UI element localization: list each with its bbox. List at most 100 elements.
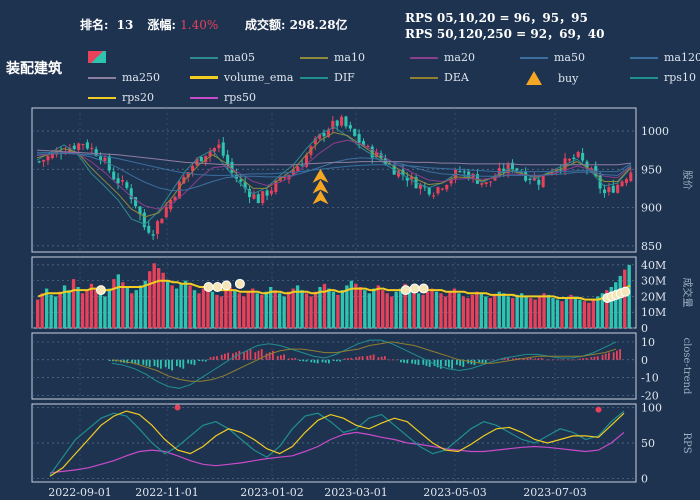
macd-hist-bar: [608, 352, 610, 360]
legend-item-ma20: ma20: [410, 51, 475, 64]
volume-bar: [591, 299, 596, 328]
volume-bar: [219, 296, 224, 328]
legend-line-icon: [300, 76, 328, 79]
volume-bar: [156, 268, 161, 328]
price-tick-label: 950: [641, 163, 662, 176]
macd-hist-bar: [590, 357, 593, 360]
candle-body: [524, 171, 528, 181]
candle-body: [256, 194, 260, 204]
candle-body: [611, 185, 615, 193]
macd-hist-bar: [164, 359, 167, 368]
candle-body: [248, 189, 252, 198]
volume-highlight-point: [221, 280, 232, 291]
macd-hist-bar: [540, 357, 543, 360]
candle-body: [151, 234, 155, 236]
volume-highlight-point: [620, 286, 631, 297]
volume-bar: [452, 288, 457, 328]
macd-hist-bar: [361, 356, 364, 360]
x-tick-label: 2023-07-03: [523, 486, 586, 499]
macd-hist-bar: [193, 359, 196, 366]
volume-bar: [614, 282, 618, 328]
macd-hist-bar: [324, 359, 327, 363]
volume-bar: [36, 299, 40, 328]
candle-body: [226, 154, 230, 165]
candle-body: [147, 225, 151, 233]
candle-body: [528, 178, 532, 180]
macd-hist-bar: [526, 358, 529, 360]
volume-bar: [560, 301, 564, 328]
volume-bar: [394, 291, 398, 328]
candle-body: [436, 187, 440, 194]
candle-body: [50, 153, 54, 159]
volume-bar: [246, 291, 250, 328]
volume-bar: [493, 294, 497, 328]
legend-label: ma20: [444, 51, 475, 64]
legend-label: volume_ema: [224, 71, 294, 84]
macd-dea-line: [111, 341, 617, 382]
legend-item-ma10: ma10: [300, 51, 365, 64]
x-tick-label: 2022-11-01: [135, 486, 198, 499]
volume-highlight-point: [203, 281, 214, 292]
macd-hist-bar: [451, 359, 453, 369]
macd-hist-bar: [507, 357, 509, 360]
volume-tick-label: 20M: [641, 290, 666, 303]
candle-body: [37, 161, 41, 163]
macd-hist-bar: [478, 359, 481, 363]
legend-item-buy: buy: [520, 71, 578, 85]
volume-bar: [573, 296, 578, 328]
volume-bar: [143, 280, 147, 328]
volume-bar: [372, 288, 376, 328]
candle-body: [274, 181, 278, 192]
macd-hist-bar: [336, 359, 338, 362]
volume-bar: [282, 296, 286, 328]
volume-bar: [94, 288, 98, 328]
volume-bar: [98, 291, 103, 328]
volume-bar: [107, 288, 112, 328]
macd-hist-bar: [585, 357, 588, 360]
ma-line-ma05: [36, 126, 632, 225]
volume-bar: [62, 285, 67, 328]
macd-hist-bar: [216, 356, 218, 360]
volume-bar: [170, 285, 174, 328]
volume-bar: [264, 291, 268, 328]
macd-hist-bar: [332, 359, 335, 362]
candle-body: [296, 166, 300, 172]
volume-highlight-point: [95, 285, 106, 296]
macd-hist-bar: [563, 359, 565, 361]
volume-bar: [121, 282, 125, 328]
macd-hist-bar: [156, 359, 159, 368]
legend-line-icon: [630, 56, 658, 59]
macd-hist-bar: [384, 356, 386, 360]
volume-highlight-point: [234, 278, 245, 289]
macd-hist-bar: [313, 359, 316, 363]
macd-hist-bar: [601, 354, 604, 360]
macd-hist-bar: [568, 359, 570, 361]
candle-body: [449, 179, 453, 184]
candle-body: [379, 153, 383, 159]
macd-hist-bar: [227, 352, 229, 360]
volume-bar: [318, 286, 322, 328]
macd-hist-bar: [440, 359, 442, 369]
legend-label: ma250: [122, 71, 160, 84]
volume-bar: [537, 296, 542, 328]
volume-bar: [569, 294, 573, 328]
candle-body: [269, 190, 273, 194]
volume-bar: [564, 298, 569, 328]
volume-bar: [237, 293, 242, 328]
macd-hist-bar: [604, 353, 607, 360]
volume-bar: [542, 293, 546, 328]
volume-bar: [533, 299, 537, 328]
candle-body: [112, 171, 116, 180]
volume-bar: [457, 293, 461, 328]
ma-line-ma250: [36, 149, 632, 166]
volume-bar: [201, 288, 206, 328]
macd-hist-bar: [137, 359, 140, 366]
volume-bar: [587, 302, 591, 328]
macd-hist-bar: [187, 359, 189, 364]
volume-bar: [336, 294, 340, 328]
macd-hist-bar: [428, 359, 431, 367]
macd-hist-bar: [160, 359, 162, 369]
macd-hist-bar: [355, 357, 357, 360]
volume-bar: [484, 296, 488, 328]
macd-hist-bar: [171, 359, 173, 371]
